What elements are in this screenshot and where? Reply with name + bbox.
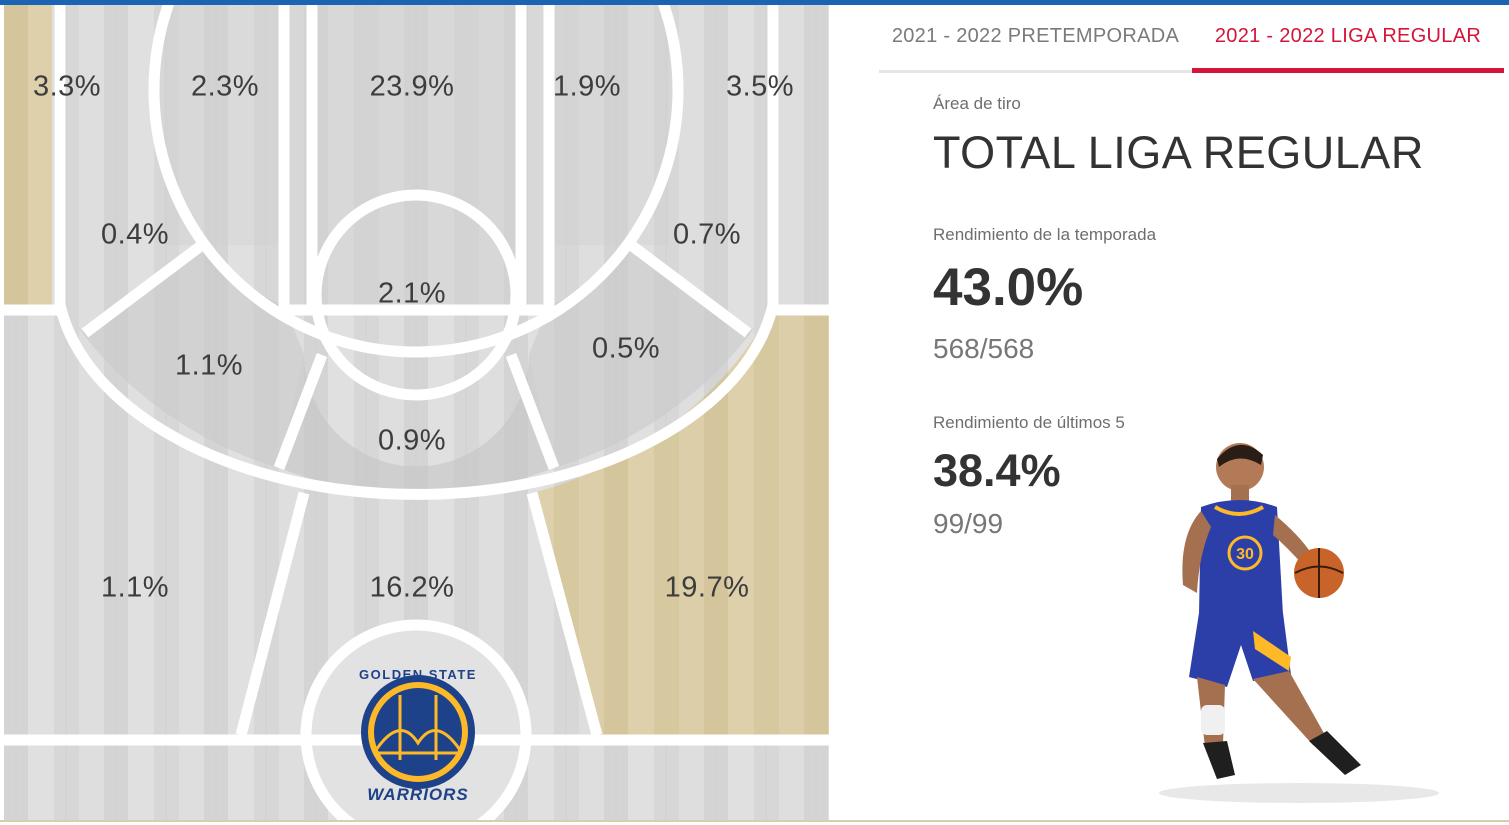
season-performance-ratio: 568/568	[933, 333, 1035, 364]
stats-panel: 2021 - 2022 PRETEMPORADA 2021 - 2022 LIG…	[829, 5, 1509, 820]
top-accent-strip	[0, 0, 1509, 5]
logo-top-text: GOLDEN STATE	[359, 667, 477, 682]
zone-right-wing-three[interactable]: 19.7%	[664, 571, 750, 604]
court-svg: GOLDEN STATE WARRIORS	[4, 5, 829, 820]
zone-left-corner-three[interactable]: 3.3%	[32, 70, 102, 103]
last5-performance-ratio: 99/99	[933, 508, 1004, 539]
bottom-divider	[0, 820, 1509, 822]
last5-performance-label: Rendimiento de últimos 5	[933, 413, 1125, 432]
zone-right-mid-elbow[interactable]: 0.7%	[672, 218, 742, 251]
season-performance-pct: 43.0%	[933, 258, 1084, 317]
zone-right-corner-three[interactable]: 3.5%	[725, 70, 795, 103]
player-photo: 30	[1159, 443, 1439, 803]
tab-liga-regular[interactable]: 2021 - 2022 LIGA REGULAR	[1192, 5, 1504, 73]
area-label: Área de tiro	[933, 94, 1021, 113]
svg-text:30: 30	[1236, 546, 1254, 563]
zone-free-throw[interactable]: 2.1%	[377, 277, 447, 310]
season-performance-label: Rendimiento de la temporada	[933, 225, 1157, 244]
shot-chart-court: GOLDEN STATE WARRIORS 3.3% 2.3% 23.9% 1.…	[4, 5, 829, 820]
zone-right-baseline-mid[interactable]: 1.9%	[552, 70, 622, 103]
zone-left-mid-elbow[interactable]: 0.4%	[100, 218, 170, 251]
last5-performance-pct: 38.4%	[933, 445, 1061, 496]
area-title: TOTAL LIGA REGULAR	[933, 127, 1424, 178]
zone-left-wing-three[interactable]: 1.1%	[100, 571, 170, 604]
zone-right-wing-mid[interactable]: 0.5%	[591, 332, 661, 365]
zone-top-key-mid[interactable]: 0.9%	[377, 424, 447, 457]
logo-bottom-text: WARRIORS	[367, 785, 469, 804]
zone-restricted-paint[interactable]: 23.9%	[369, 70, 455, 103]
zone-left-baseline-mid[interactable]: 2.3%	[190, 70, 260, 103]
tab-pretemporada[interactable]: 2021 - 2022 PRETEMPORADA	[879, 5, 1192, 73]
season-tabs: 2021 - 2022 PRETEMPORADA 2021 - 2022 LIG…	[879, 5, 1504, 73]
zone-left-corner-highlight	[4, 5, 52, 305]
zone-top-three[interactable]: 16.2%	[369, 571, 455, 604]
zone-left-wing-mid[interactable]: 1.1%	[174, 349, 244, 382]
warriors-logo: GOLDEN STATE WARRIORS	[359, 667, 477, 804]
zone-right-wing-three-highlight	[532, 310, 829, 735]
